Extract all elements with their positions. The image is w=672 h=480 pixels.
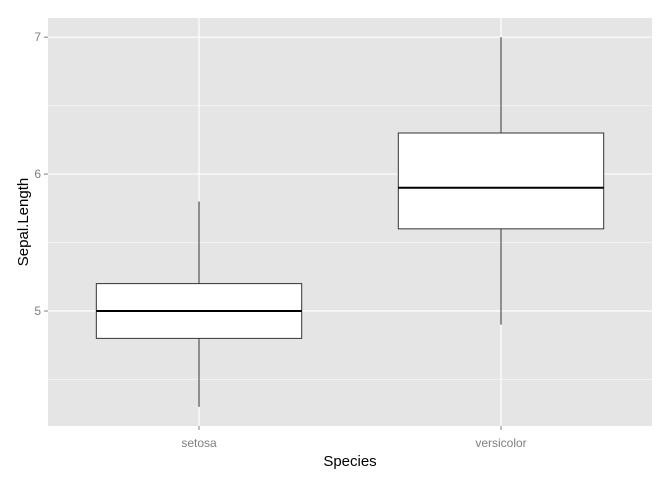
boxes-layer <box>95 37 605 407</box>
y-tick-label: 5 <box>34 304 41 318</box>
y-tick-label: 6 <box>34 167 41 181</box>
box-versicolor <box>397 37 605 325</box>
x-axis-ticks: setosa versicolor <box>181 426 527 450</box>
iqr-box <box>397 132 605 230</box>
x-tick-label: versicolor <box>475 436 526 450</box>
y-tick-label: 7 <box>34 30 41 44</box>
x-tick-label: setosa <box>181 436 217 450</box>
y-axis-ticks: 5 6 7 <box>34 30 48 318</box>
y-axis-title: Sepal.Length <box>15 178 32 266</box>
box-setosa <box>95 201 303 407</box>
x-axis-title: Species <box>323 453 376 470</box>
